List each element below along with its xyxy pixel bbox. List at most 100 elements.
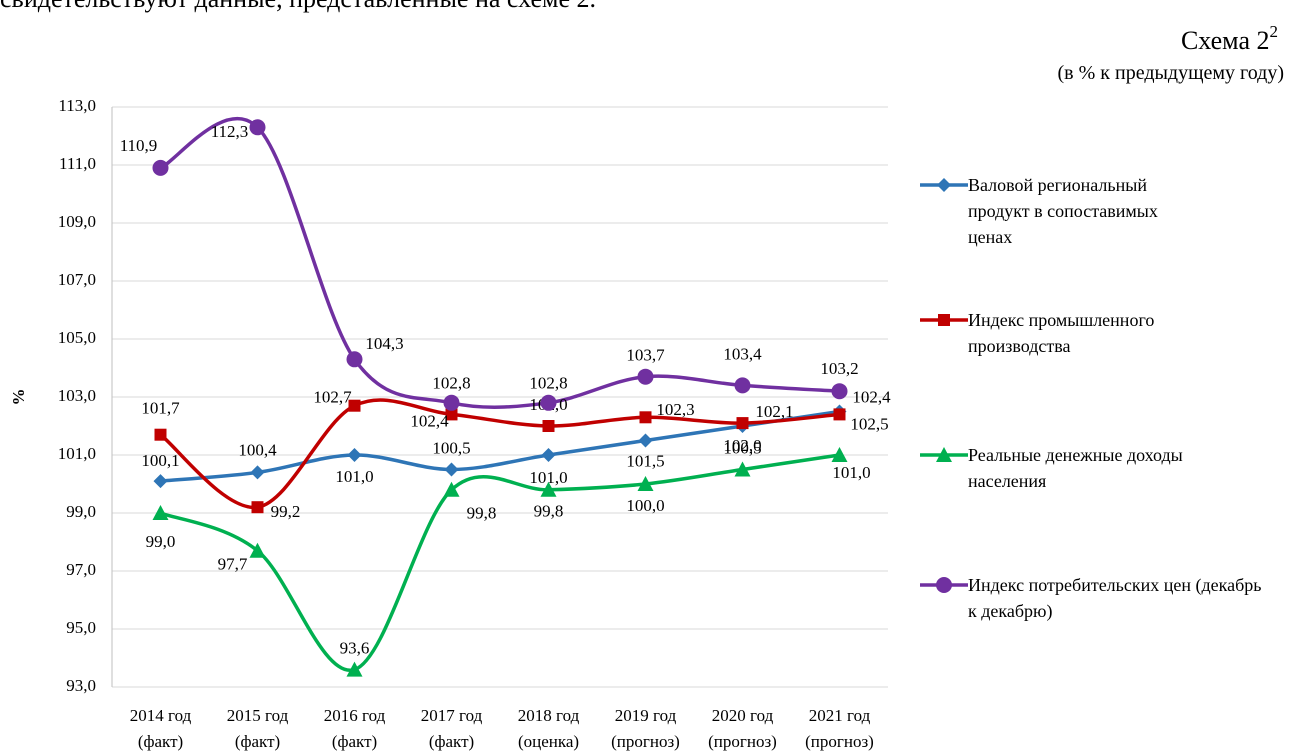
x-tick-label: 2016 год	[324, 706, 386, 725]
marker	[540, 394, 557, 411]
x-tick-label: 2017 год	[421, 706, 483, 725]
marker	[540, 481, 557, 497]
marker	[833, 408, 846, 421]
y-tick-label: 103,0	[58, 386, 96, 405]
x-tick-label: 2019 год	[615, 706, 677, 725]
data-label: 100,1	[141, 451, 179, 470]
data-label: 100,5	[432, 438, 470, 457]
data-label: 99,8	[534, 502, 564, 521]
x-tick-label: (факт)	[138, 732, 183, 751]
y-tick-label: 99,0	[66, 502, 96, 521]
marker	[346, 351, 363, 368]
data-label: 102,8	[432, 374, 470, 393]
x-tick-label: 2018 год	[518, 706, 580, 725]
title-text: Схема 2	[1180, 26, 1270, 55]
data-label: 102,1	[755, 402, 793, 421]
marker	[541, 448, 556, 462]
marker	[734, 377, 751, 394]
marker	[443, 481, 460, 497]
legend-entry: Валовой региональный продукт в сопостави…	[968, 175, 1158, 247]
x-tick-label: (оценка)	[518, 732, 579, 751]
x-tick-label: 2014 год	[130, 706, 192, 725]
intro-text: свидетельствуют данные, представленные н…	[0, 0, 596, 14]
data-label: 99,0	[146, 532, 176, 551]
marker	[249, 542, 266, 558]
legend-entry: Индекс потребительских цен (декабрь к де…	[968, 575, 1262, 621]
marker	[251, 501, 264, 514]
series-line	[160, 409, 840, 483]
legend-entry: Индекс промышленного производства	[968, 310, 1155, 356]
chart-subtitle: (в % к предыдущему году)	[1057, 62, 1284, 84]
y-tick-label: 113,0	[58, 96, 96, 115]
y-tick-label: 101,0	[58, 444, 96, 463]
y-tick-label: 109,0	[58, 212, 96, 231]
data-label: 99,8	[467, 504, 497, 523]
data-label: 104,3	[365, 334, 403, 353]
x-tick-label: 2021 год	[809, 706, 871, 725]
data-label: 101,0	[335, 467, 373, 486]
x-tick-label: 2015 год	[227, 706, 289, 725]
marker	[637, 368, 654, 385]
data-label: 102,8	[529, 374, 567, 393]
y-tick-label: 97,0	[66, 560, 96, 579]
data-label: 103,2	[820, 359, 858, 378]
marker	[250, 465, 265, 480]
data-label: 102,4	[852, 387, 891, 406]
data-label: 93,6	[340, 639, 370, 658]
marker	[937, 178, 951, 192]
marker	[153, 474, 168, 489]
data-label: 103,7	[626, 346, 665, 365]
data-label: 102,3	[656, 400, 694, 419]
x-tick-label: (факт)	[429, 732, 474, 751]
data-label: 100,5	[723, 438, 761, 457]
marker	[347, 448, 362, 462]
marker	[152, 505, 169, 520]
chart-title: Схема 22	[1181, 22, 1278, 56]
y-tick-label: 105,0	[58, 328, 96, 347]
marker	[734, 461, 751, 477]
title-footnote: 2	[1269, 22, 1279, 41]
marker	[348, 399, 361, 412]
series-line	[159, 453, 840, 672]
data-label: 102,7	[313, 388, 352, 407]
data-label: 101,0	[832, 463, 870, 482]
y-axis-label: %	[9, 389, 28, 406]
marker	[831, 383, 848, 400]
marker	[736, 417, 749, 430]
marker	[444, 462, 459, 477]
marker	[152, 159, 169, 176]
marker	[346, 661, 363, 677]
data-label: 100,0	[626, 496, 664, 515]
x-tick-label: (прогноз)	[805, 732, 874, 751]
marker	[936, 447, 952, 462]
data-label: 101,0	[529, 468, 567, 487]
data-label: 102,0	[723, 436, 761, 455]
marker	[637, 476, 654, 491]
marker	[154, 428, 167, 441]
marker	[542, 420, 555, 432]
data-label: 112,3	[211, 122, 249, 141]
data-label: 101,7	[141, 399, 180, 418]
data-label: 101,5	[626, 451, 664, 470]
data-label: 100,4	[238, 440, 277, 459]
data-label: 110,9	[120, 136, 158, 155]
marker	[936, 577, 952, 593]
data-label: 97,7	[218, 555, 248, 574]
marker	[639, 411, 652, 424]
marker	[831, 447, 848, 462]
data-label: 103,4	[723, 344, 762, 363]
series-line	[159, 117, 840, 409]
x-tick-label: (факт)	[235, 732, 280, 751]
y-tick-label: 107,0	[58, 270, 96, 289]
x-tick-label: (прогноз)	[611, 732, 680, 751]
marker	[443, 394, 460, 411]
y-tick-label: 93,0	[66, 676, 96, 695]
marker	[638, 433, 653, 448]
y-tick-label: 111,0	[59, 154, 96, 173]
legend-entry: Реальные денежные доходы населения	[968, 445, 1183, 491]
x-tick-label: 2020 год	[712, 706, 774, 725]
data-label: 102,5	[850, 414, 888, 433]
y-tick-label: 95,0	[66, 618, 96, 637]
